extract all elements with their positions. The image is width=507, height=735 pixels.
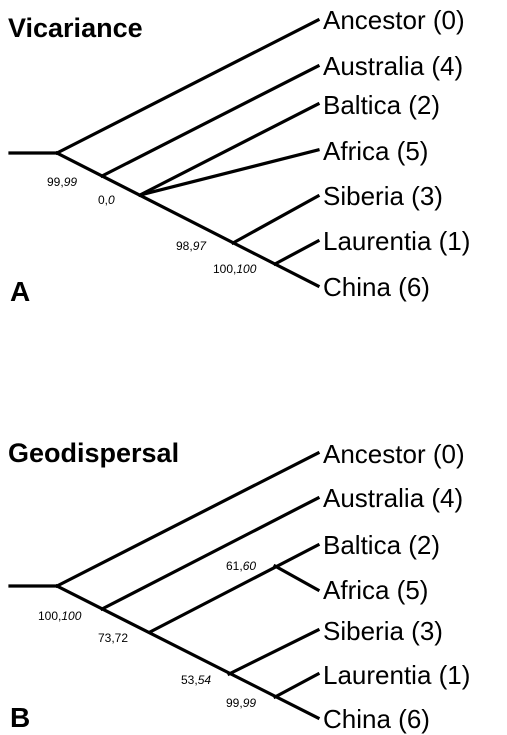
panel-a-tree [8, 17, 321, 289]
panel-a-support-label: 98,97 [176, 239, 207, 253]
panel-b-taxon-ancestor: Ancestor (0) [323, 439, 465, 469]
panel-a-support-label: 99,99 [47, 175, 77, 189]
panel-a-edge-laurentia [272, 238, 321, 267]
panel-b-title: Geodispersal [8, 438, 179, 468]
panel-a-edge-baltica [137, 101, 321, 198]
panel-b-taxon-baltica: Baltica (2) [323, 530, 440, 560]
panel-b-edge-laurentia [272, 671, 321, 700]
panel-a-support-label: 0,0 [98, 193, 115, 207]
panel-a-taxon-siberia: Siberia (3) [323, 181, 443, 211]
panel-a-edge-africa [138, 148, 320, 197]
panel-b-edge-africa [272, 563, 321, 593]
panel-b-edge-australia [99, 495, 321, 612]
panel-a-taxon-laurentia: Laurentia (1) [323, 226, 470, 256]
panel-a-title: Vicariance [8, 13, 143, 43]
panel-b-taxon-africa: Africa (5) [323, 575, 428, 605]
panel-b-backbone [54, 583, 321, 721]
panel-b-edge-baltica [147, 542, 321, 635]
panel-a-edge-ancestor [54, 17, 321, 156]
panel-b-edge-ancestor [54, 450, 321, 589]
panel-b-taxa: Ancestor (0) Australia (4) Baltica (2) A… [323, 439, 470, 734]
panel-b-taxon-china: China (6) [323, 704, 430, 734]
panel-a-taxon-australia: Australia (4) [323, 51, 463, 81]
panel-a-backbone [54, 150, 321, 289]
panel-b-support-label: 61,60 [226, 559, 256, 573]
panel-b: Geodispersal Ancestor (0) Australia (4) … [8, 438, 470, 734]
panel-a-edge-australia [99, 63, 321, 179]
panel-b-support: 100,100 73,72 61,60 53,54 99,99 [38, 559, 256, 710]
panel-a-taxa: Ancestor (0) Australia (4) Baltica (2) A… [323, 5, 470, 302]
panel-b-support-label: 53,54 [181, 673, 211, 687]
panel-b-tree [8, 450, 321, 721]
panel-b-taxon-laurentia: Laurentia (1) [323, 660, 470, 690]
panel-b-edge-siberia [226, 627, 321, 677]
panel-b-taxon-siberia: Siberia (3) [323, 616, 443, 646]
panel-b-support-label: 100,100 [38, 609, 82, 623]
panel-a-taxon-africa: Africa (5) [323, 136, 428, 166]
panel-a-taxon-ancestor: Ancestor (0) [323, 5, 465, 35]
panel-a-taxon-china: China (6) [323, 272, 430, 302]
panel-b-taxon-australia: Australia (4) [323, 483, 463, 513]
panel-a-taxon-baltica: Baltica (2) [323, 90, 440, 120]
panel-b-letter: B [10, 702, 30, 733]
panel-a-support: 99,99 0,0 98,97 100,100 [47, 175, 257, 276]
panel-a-letter: A [10, 276, 30, 307]
panel-b-support-label: 73,72 [98, 631, 128, 645]
panel-a-support-label: 100,100 [213, 262, 257, 276]
panel-b-support-label: 99,99 [226, 696, 256, 710]
panel-a-edge-siberia [230, 193, 321, 246]
panel-a: Vicariance Ancestor (0) Australia (4) Ba… [8, 5, 470, 307]
